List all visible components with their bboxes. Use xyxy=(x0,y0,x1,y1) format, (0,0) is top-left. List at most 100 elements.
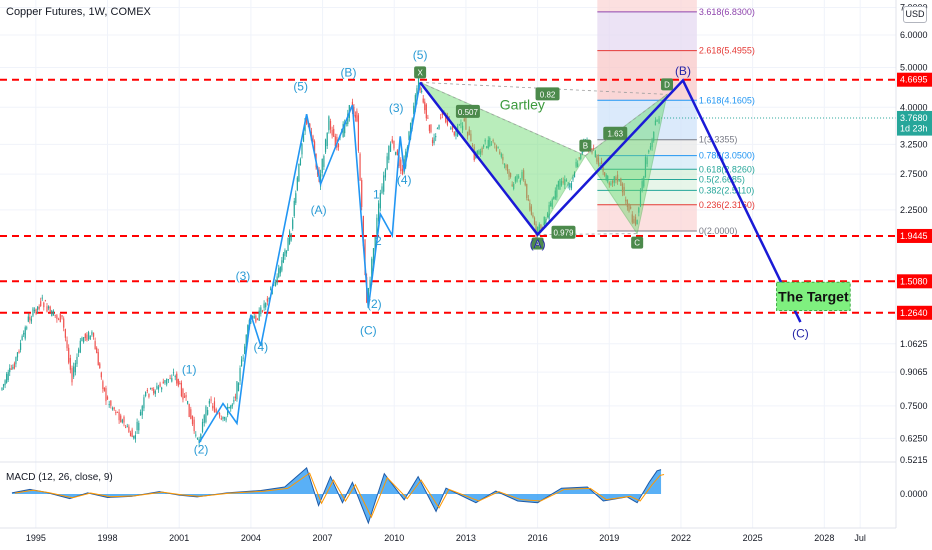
candle-body xyxy=(526,184,528,199)
candle-body xyxy=(408,131,410,141)
candle-body xyxy=(74,363,76,373)
forecast-label: (B) xyxy=(675,64,691,78)
point-text: A xyxy=(535,240,541,249)
candle-body xyxy=(139,411,142,416)
candle-body xyxy=(54,314,56,316)
candle-body xyxy=(362,215,364,246)
candle-body xyxy=(633,219,635,224)
candle-body xyxy=(203,415,205,423)
point-badge xyxy=(579,139,592,152)
candle-body xyxy=(100,372,102,378)
candle-body xyxy=(396,150,398,156)
candle-body xyxy=(12,367,14,369)
candle-body xyxy=(94,341,96,350)
candle-body xyxy=(353,107,355,116)
price-tick-label: 3.2500 xyxy=(900,139,928,149)
candle-body xyxy=(371,258,373,282)
candle-body xyxy=(361,180,363,208)
wave-label: 1 xyxy=(373,187,380,201)
candle-body xyxy=(146,389,148,392)
candle-body xyxy=(564,179,566,186)
candle-body xyxy=(69,357,71,370)
candle-body xyxy=(425,104,427,119)
harmonic-ratio-line xyxy=(420,81,668,95)
candle-body xyxy=(225,418,227,421)
wave-line xyxy=(305,104,370,308)
candle-body xyxy=(88,332,90,340)
candle-body xyxy=(115,412,117,414)
candle-body xyxy=(329,120,332,130)
candle-body xyxy=(398,155,400,167)
wave-label: (2) xyxy=(367,297,382,311)
macd-label: MACD (12, 26, close, 9) xyxy=(6,472,113,483)
candle-body xyxy=(414,95,416,111)
candle-body xyxy=(658,118,660,124)
price-series xyxy=(1,76,896,446)
candle-body xyxy=(605,174,607,180)
candle-body xyxy=(148,393,150,398)
candle-body xyxy=(572,177,574,180)
candle-body xyxy=(570,183,573,189)
candle-body xyxy=(13,363,15,369)
currency-badge[interactable]: USD xyxy=(903,6,927,23)
candle-body xyxy=(278,268,280,278)
candle-body xyxy=(129,432,132,437)
candle-body xyxy=(245,334,247,349)
candle-body xyxy=(284,250,286,257)
forecast-line xyxy=(419,78,802,323)
wave-label: (4) xyxy=(397,173,412,187)
candle-body xyxy=(255,315,257,322)
candle-body xyxy=(218,412,221,417)
candle-body xyxy=(16,352,19,358)
candle-body xyxy=(328,116,330,131)
dashed-levels xyxy=(0,78,896,314)
candle-body xyxy=(288,231,291,244)
candle-body xyxy=(64,329,66,338)
candle-body xyxy=(126,425,128,427)
candle-body xyxy=(260,307,262,314)
time-tick-label: 2001 xyxy=(169,533,189,543)
candle-body xyxy=(326,132,328,146)
fib-level-label: 0.786(3.0500) xyxy=(699,151,755,161)
candle-body xyxy=(292,219,294,229)
candle-body xyxy=(626,199,628,208)
candle-body xyxy=(188,403,190,418)
candle-body xyxy=(321,158,323,173)
candle-body xyxy=(99,363,101,369)
candle-body xyxy=(345,122,347,125)
candle-body xyxy=(239,368,241,382)
candle-body xyxy=(30,318,33,322)
candle-body xyxy=(428,124,431,131)
candle-body xyxy=(7,371,9,381)
candle-body xyxy=(299,159,302,166)
candle-body xyxy=(118,412,120,421)
candle-body xyxy=(424,101,426,111)
candle-body xyxy=(575,161,577,167)
point-badge xyxy=(631,236,644,249)
candle-body xyxy=(537,227,539,235)
candle-body xyxy=(212,405,214,409)
fib-level-label: 1.618(4.1605) xyxy=(699,95,755,105)
candle-body xyxy=(511,184,513,187)
candle-body xyxy=(453,131,455,136)
candle-body xyxy=(161,387,163,390)
price-tick-label: 2.2500 xyxy=(900,205,928,215)
candle-body xyxy=(191,415,194,425)
candle-body xyxy=(265,302,267,308)
ratio-text: 0.507 xyxy=(458,108,479,117)
candle-body xyxy=(569,183,571,188)
candle-body xyxy=(556,184,558,198)
candle-body xyxy=(145,391,147,397)
candle-body xyxy=(276,276,278,284)
candle-body xyxy=(436,128,438,130)
candle-body xyxy=(149,388,152,390)
candle-body xyxy=(463,118,465,122)
candle-body xyxy=(554,190,556,199)
candle-body xyxy=(157,386,160,390)
candle-body xyxy=(578,157,580,159)
candle-body xyxy=(182,388,184,400)
candle-body xyxy=(236,381,238,400)
candle-body xyxy=(108,404,110,406)
candle-body xyxy=(630,206,632,209)
